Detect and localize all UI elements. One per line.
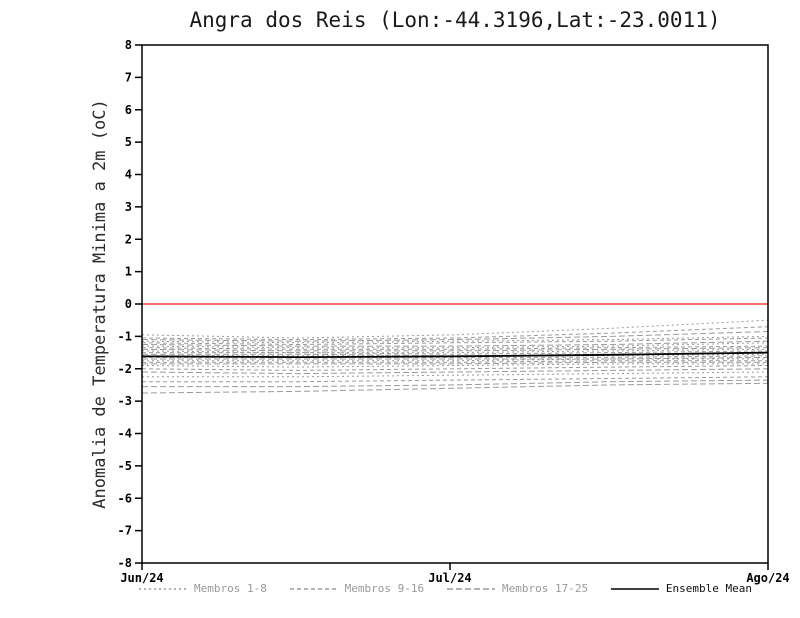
x-tick-label: Ago/24 xyxy=(746,571,789,585)
ensemble-member-line xyxy=(141,340,769,347)
ensemble-member-line xyxy=(142,361,768,365)
ensemble-member-line xyxy=(141,342,769,349)
y-tick-label: -5 xyxy=(118,459,132,473)
ensemble-mean-line xyxy=(141,351,769,359)
y-tick-label: 6 xyxy=(125,103,132,117)
legend-label: Ensemble Mean xyxy=(665,582,752,595)
ensemble-member-line xyxy=(142,379,769,388)
y-tick-label: 3 xyxy=(125,200,132,214)
y-tick-label: 4 xyxy=(125,168,132,182)
y-tick-label: -7 xyxy=(118,524,132,538)
x-tick-label: Jun/24 xyxy=(120,571,163,585)
legend-item: Membros 17-25 xyxy=(446,582,588,595)
ensemble-member-line xyxy=(142,350,769,355)
y-tick-label: 8 xyxy=(125,38,132,52)
y-tick-label: -8 xyxy=(118,556,132,570)
chart-title: Angra dos Reis (Lon:-44.3196,Lat:-23.001… xyxy=(189,8,721,32)
ensemble-member-line xyxy=(142,376,769,383)
legend-label: Membros 9-16 xyxy=(344,582,425,595)
y-tick-label: 7 xyxy=(125,70,132,84)
y-tick-label: -1 xyxy=(118,329,132,343)
ensemble-member-line xyxy=(141,331,769,342)
x-tick-label: Jul/24 xyxy=(428,571,471,585)
y-tick-label: 2 xyxy=(125,232,132,246)
ensemble-member-line xyxy=(142,356,769,360)
legend-label: Membros 1-8 xyxy=(194,582,267,595)
ensemble-member-line xyxy=(142,355,769,358)
legend-label: Membros 17-25 xyxy=(501,582,589,595)
legend-item: Membros 9-16 xyxy=(289,582,424,595)
y-tick-label: 0 xyxy=(125,297,132,311)
y-tick-label: -4 xyxy=(118,427,132,441)
ensemble-member-line xyxy=(141,348,769,354)
y-tick-label: -2 xyxy=(118,362,132,376)
y-tick-label: -6 xyxy=(118,491,132,505)
ensemble-member-line xyxy=(141,326,769,341)
ensemble-member-line xyxy=(141,337,769,346)
ensemble-member-line xyxy=(142,353,769,357)
ensemble-member-line xyxy=(141,363,768,368)
ensemble-member-line xyxy=(142,352,769,357)
ensemble-member-line xyxy=(142,371,769,378)
ensemble-member-line xyxy=(142,358,768,362)
ensemble-member-line xyxy=(141,345,769,350)
ensemble-member-line xyxy=(141,382,769,394)
legend-item: Membros 1-8 xyxy=(138,582,267,595)
ensemble-member-line xyxy=(141,335,769,344)
legend-line-sample xyxy=(139,587,187,590)
ensemble-member-line xyxy=(141,368,769,375)
ensemble-member-line xyxy=(142,360,768,363)
y-tick-label: -3 xyxy=(118,394,132,408)
legend-line-sample xyxy=(446,587,495,590)
ensemble-member-line xyxy=(141,347,769,352)
legend-line-sample xyxy=(610,587,659,590)
legend-item: Ensemble Mean xyxy=(610,582,752,595)
legend-line-sample xyxy=(289,587,338,590)
y-tick-label: 1 xyxy=(125,265,132,279)
legend: Membros 1-8 Membros 9-16 Membros 17-25 Ense… xyxy=(138,582,752,595)
y-tick-label: 5 xyxy=(125,135,132,149)
ensemble-member-line xyxy=(141,365,769,371)
ensemble-member-line xyxy=(141,319,769,339)
